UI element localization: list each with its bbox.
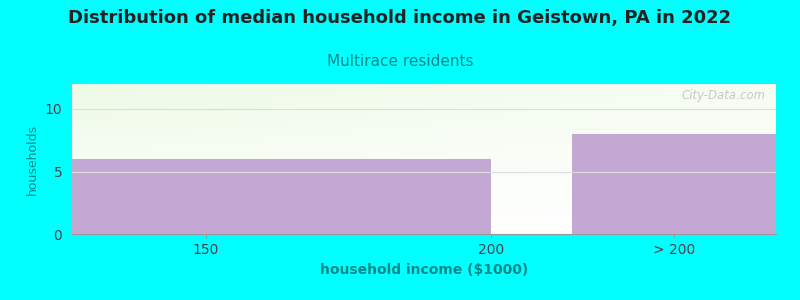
Text: City-Data.com: City-Data.com: [682, 88, 766, 101]
Bar: [572, 134, 776, 234]
Text: Distribution of median household income in Geistown, PA in 2022: Distribution of median household income …: [69, 9, 731, 27]
Text: Multirace residents: Multirace residents: [326, 54, 474, 69]
Y-axis label: households: households: [26, 123, 39, 195]
Bar: [72, 159, 491, 234]
X-axis label: household income ($1000): household income ($1000): [320, 262, 528, 277]
